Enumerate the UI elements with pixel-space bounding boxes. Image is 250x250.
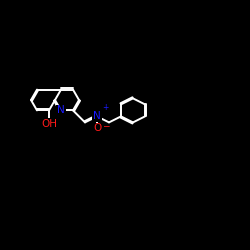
Text: +: +: [102, 103, 109, 112]
Text: OH: OH: [41, 118, 57, 128]
Text: −: −: [102, 122, 110, 130]
Text: N: N: [93, 112, 101, 122]
Text: N: N: [57, 106, 65, 116]
Text: O: O: [93, 124, 101, 134]
